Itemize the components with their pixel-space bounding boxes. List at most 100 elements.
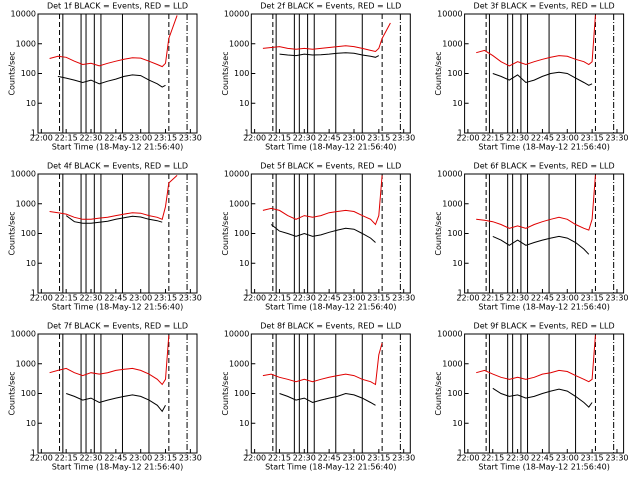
x-tick-label: 22:00: [30, 294, 53, 303]
y-tick-label: 10: [26, 99, 36, 108]
x-tick-label: 22:30: [506, 454, 529, 463]
x-tick-label: 22:15: [481, 134, 504, 143]
series-line: [492, 387, 593, 408]
y-tick-label: 100: [447, 69, 462, 78]
x-tick-label: 22:00: [456, 134, 479, 143]
x-tick-label: 22:15: [481, 454, 504, 463]
y-axis-label: Counts/sec: [434, 51, 443, 95]
y-tick-label: 100: [21, 389, 36, 398]
y-axis-label: Counts/sec: [221, 51, 230, 95]
x-tick-label: 22:00: [243, 454, 266, 463]
x-tick-label: 23:15: [154, 454, 177, 463]
plot-frame: [464, 173, 625, 294]
plot-frame: [37, 13, 198, 134]
x-tick-label: 23:30: [605, 454, 628, 463]
x-tick-label: 22:15: [481, 294, 504, 303]
y-tick-label: 1000: [442, 199, 462, 208]
x-tick-label: 23:30: [179, 454, 202, 463]
chart-title: Det 6f BLACK = Events, RED = LLD: [474, 162, 615, 171]
y-axis-label: Counts/sec: [221, 371, 230, 415]
x-tick-label: 23:00: [342, 454, 365, 463]
series-line: [279, 52, 380, 58]
chart-title: Det 4f BLACK = Events, RED = LLD: [47, 162, 188, 171]
x-tick-label: 23:30: [179, 294, 202, 303]
x-tick-label: 22:45: [318, 134, 341, 143]
y-axis-label: Counts/sec: [8, 51, 17, 95]
x-tick-label: 22:30: [506, 134, 529, 143]
x-tick-label: 22:45: [531, 294, 554, 303]
chart-title: Det 9f BLACK = Events, RED = LLD: [474, 322, 615, 331]
y-tick-label: 1: [31, 449, 36, 458]
plot-frame: [250, 173, 411, 294]
y-tick-label: 10: [239, 259, 249, 268]
y-tick-label: 1: [458, 129, 463, 138]
x-tick-label: 23:30: [392, 454, 415, 463]
x-tick-label: 22:45: [318, 294, 341, 303]
x-axis-label: Start Time (18-May-12 21:56:40): [265, 463, 396, 472]
series-line: [476, 335, 596, 383]
y-tick-label: 1000: [16, 359, 36, 368]
x-tick-label: 23:00: [342, 134, 365, 143]
series-line: [65, 215, 163, 224]
x-axis-label: Start Time (18-May-12 21:56:40): [478, 143, 609, 152]
y-tick-label: 10000: [11, 330, 36, 339]
chart-title: Det 5f BLACK = Events, RED = LLD: [260, 162, 401, 171]
x-tick-label: 23:15: [154, 134, 177, 143]
x-tick-label: 22:45: [104, 294, 127, 303]
y-tick-label: 10000: [11, 10, 36, 19]
y-tick-label: 1000: [16, 39, 36, 48]
y-tick-label: 100: [21, 229, 36, 238]
x-tick-label: 22:30: [506, 294, 529, 303]
plot-frame: [37, 173, 198, 294]
chart-title: Det 2f BLACK = Events, RED = LLD: [260, 2, 401, 11]
x-tick-label: 22:30: [79, 294, 102, 303]
series-line: [66, 393, 166, 413]
y-tick-label: 10000: [11, 170, 36, 179]
x-tick-label: 22:15: [55, 454, 78, 463]
x-tick-label: 23:15: [154, 294, 177, 303]
x-tick-label: 22:15: [268, 134, 291, 143]
x-axis-label: Start Time (18-May-12 21:56:40): [52, 463, 183, 472]
x-axis-label: Start Time (18-May-12 21:56:40): [478, 303, 609, 312]
x-axis-label: Start Time (18-May-12 21:56:40): [478, 463, 609, 472]
x-tick-label: 22:00: [456, 454, 479, 463]
x-tick-label: 23:00: [342, 294, 365, 303]
y-tick-label: 100: [21, 69, 36, 78]
y-tick-label: 10000: [224, 330, 249, 339]
series-line: [270, 224, 376, 243]
x-tick-label: 23:15: [367, 294, 390, 303]
x-tick-label: 22:30: [293, 454, 316, 463]
x-tick-label: 22:45: [531, 134, 554, 143]
x-tick-label: 23:15: [367, 454, 390, 463]
y-axis-label: Counts/sec: [8, 211, 17, 255]
chart-title: Det 1f BLACK = Events, RED = LLD: [47, 2, 188, 11]
x-tick-label: 22:15: [55, 294, 78, 303]
series-line: [57, 74, 166, 88]
x-axis-label: Start Time (18-May-12 21:56:40): [265, 143, 396, 152]
x-tick-label: 22:30: [79, 134, 102, 143]
x-axis-label: Start Time (18-May-12 21:56:40): [52, 303, 183, 312]
x-tick-label: 23:00: [556, 454, 579, 463]
x-tick-label: 22:30: [79, 454, 102, 463]
y-tick-label: 10: [452, 259, 462, 268]
y-tick-label: 100: [234, 389, 249, 398]
series-line: [492, 71, 593, 86]
x-tick-label: 23:00: [129, 454, 152, 463]
y-tick-label: 10: [239, 419, 249, 428]
series-line: [476, 15, 596, 67]
series-line: [279, 392, 376, 406]
x-tick-label: 22:45: [318, 454, 341, 463]
x-tick-label: 23:15: [581, 134, 604, 143]
x-tick-label: 23:30: [605, 134, 628, 143]
y-tick-label: 10000: [224, 170, 249, 179]
series-line: [492, 235, 590, 255]
y-tick-label: 100: [447, 389, 462, 398]
series-line: [262, 175, 383, 226]
x-axis-label: Start Time (18-May-12 21:56:40): [265, 303, 396, 312]
y-tick-label: 1000: [16, 199, 36, 208]
series-line: [49, 175, 178, 220]
plot-frame: [250, 13, 411, 134]
plot-frame: [250, 333, 411, 454]
x-tick-label: 22:00: [243, 134, 266, 143]
